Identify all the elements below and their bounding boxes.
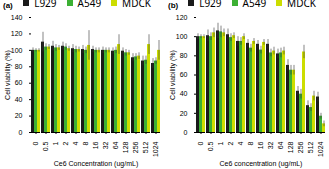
svg-text:1024: 1024 — [152, 141, 159, 157]
svg-text:0: 0 — [32, 141, 39, 145]
svg-text:60: 60 — [15, 79, 23, 86]
svg-text:512: 512 — [142, 141, 149, 153]
svg-text:0: 0 — [197, 141, 204, 145]
svg-text:16: 16 — [257, 141, 264, 149]
svg-text:0.5: 0.5 — [207, 141, 214, 151]
html-text:(b): (b) — [168, 1, 179, 10]
svg-text:16: 16 — [92, 141, 99, 149]
svg-text:140: 140 — [11, 14, 23, 21]
svg-text:40: 40 — [180, 90, 188, 97]
svg-text:1: 1 — [52, 141, 59, 145]
svg-text:0: 0 — [184, 129, 188, 136]
svg-text:120: 120 — [176, 14, 188, 21]
svg-text:60: 60 — [180, 71, 188, 78]
svg-text:1: 1 — [217, 141, 224, 145]
svg-text:512: 512 — [307, 141, 314, 153]
svg-text:2: 2 — [227, 141, 234, 145]
svg-text:1024: 1024 — [317, 141, 324, 157]
svg-text:0.5: 0.5 — [42, 141, 49, 151]
svg-text:Ce6 concentration (ug/mL): Ce6 concentration (ug/mL) — [220, 160, 303, 168]
svg-text:Cell viability (%): Cell viability (%) — [4, 50, 12, 100]
svg-text:64: 64 — [112, 141, 119, 149]
svg-text:4: 4 — [72, 141, 79, 145]
svg-text:Cell viability (%): Cell viability (%) — [169, 50, 177, 100]
svg-text:Ce6 Concentration (ug/mL): Ce6 Concentration (ug/mL) — [54, 160, 138, 168]
svg-text:256: 256 — [297, 141, 304, 153]
svg-text:120: 120 — [11, 30, 23, 37]
svg-text:32: 32 — [267, 141, 274, 149]
svg-text:64: 64 — [277, 141, 284, 149]
svg-text:100: 100 — [11, 47, 23, 54]
svg-text:40: 40 — [15, 96, 23, 103]
svg-text:20: 20 — [15, 112, 23, 119]
html-text:(a): (a) — [3, 1, 13, 10]
svg-text:80: 80 — [180, 52, 188, 59]
svg-text:100: 100 — [176, 33, 188, 40]
svg-text:4: 4 — [237, 141, 244, 145]
svg-text:128: 128 — [122, 141, 129, 153]
svg-text:2: 2 — [62, 141, 69, 145]
svg-text:128: 128 — [287, 141, 294, 153]
svg-text:80: 80 — [15, 63, 23, 70]
svg-text:8: 8 — [247, 141, 254, 145]
svg-text:256: 256 — [132, 141, 139, 153]
svg-text:32: 32 — [102, 141, 109, 149]
svg-text:0: 0 — [19, 129, 23, 136]
svg-text:20: 20 — [180, 110, 188, 117]
svg-text:8: 8 — [82, 141, 89, 145]
